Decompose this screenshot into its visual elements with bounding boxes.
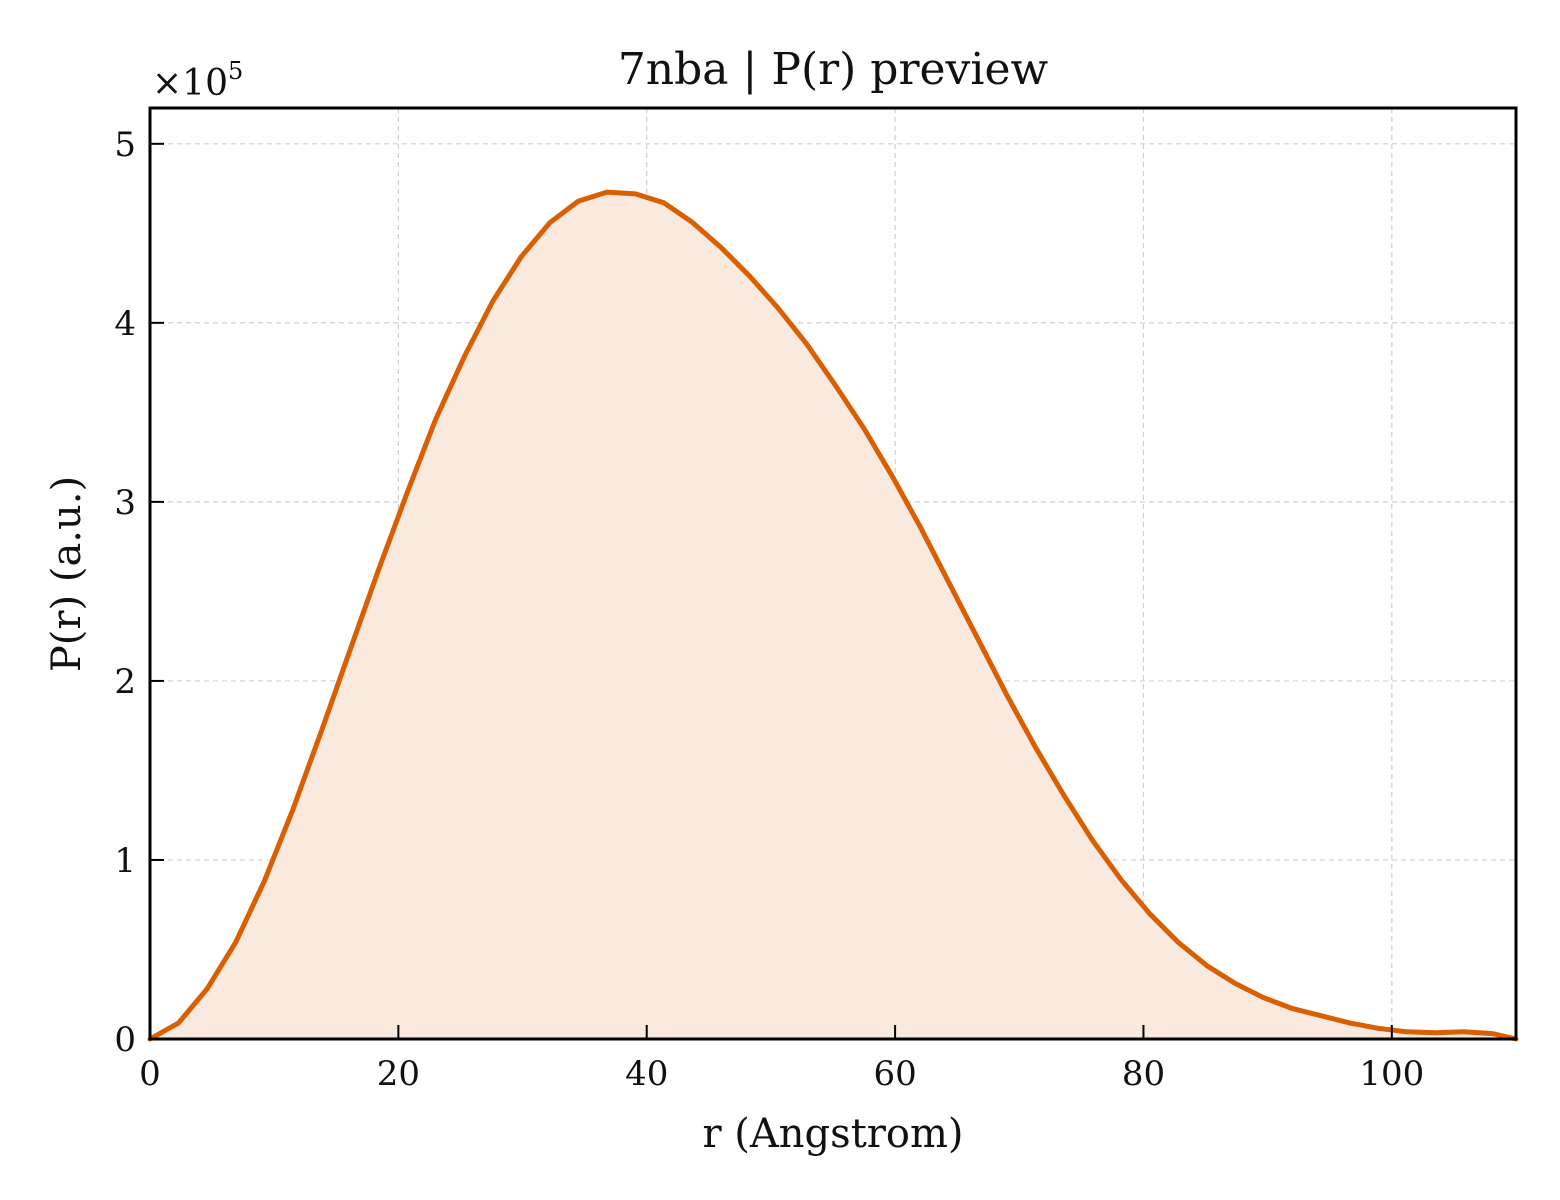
ticks: 0 20 40 60 80 100 0 1 2 3 4 5 — [114, 125, 1424, 1094]
x-tick-label: 80 — [1122, 1054, 1165, 1094]
y-axis-multiplier: ×105 — [152, 57, 243, 104]
y-tick-label: 5 — [114, 125, 136, 165]
x-tick-label: 20 — [377, 1054, 420, 1094]
series-line — [147, 189, 1519, 1042]
x-tick-label: 0 — [139, 1054, 161, 1094]
x-tick-label: 60 — [873, 1054, 916, 1094]
y-tick-label: 0 — [114, 1020, 136, 1060]
chart-title: 7nba | P(r) preview — [618, 44, 1049, 95]
x-axis-label: r (Angstrom) — [702, 1111, 963, 1157]
x-tick-label: 100 — [1359, 1054, 1424, 1094]
y-tick-label: 3 — [114, 483, 136, 523]
y-tick-label: 4 — [114, 304, 136, 344]
x-tick-label: 40 — [625, 1054, 668, 1094]
y-tick-label: 1 — [114, 841, 136, 881]
y-axis-label: P(r) (a.u.) — [44, 476, 90, 672]
plot-frame — [148, 106, 1518, 1041]
series-area-fill — [150, 192, 1516, 1040]
y-tick-label: 2 — [114, 662, 136, 702]
